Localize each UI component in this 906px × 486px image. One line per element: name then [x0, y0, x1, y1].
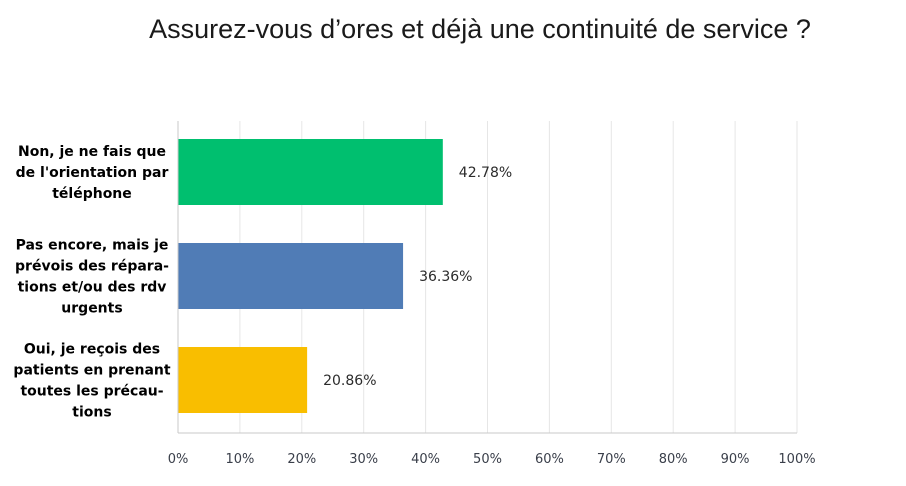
x-tick-label: 70%: [597, 452, 626, 467]
category-label-line: de l'orientation par: [16, 165, 169, 181]
bar: [178, 139, 443, 205]
bar: [178, 347, 308, 413]
category-label-line: tions et/ou des rdv: [18, 280, 167, 296]
category-label-line: Oui, je reçois des: [24, 342, 160, 358]
category-label-line: prévois des répara-: [15, 259, 169, 275]
axes: [177, 121, 797, 434]
bars: [178, 139, 443, 413]
category-label-line: tions: [72, 405, 111, 421]
x-tick-label: 60%: [535, 452, 564, 467]
x-tick-label: 40%: [411, 452, 440, 467]
category-label-line: toutes les précau-: [20, 384, 163, 400]
x-tick-label: 0%: [168, 452, 189, 467]
category-label-line: urgents: [61, 301, 122, 317]
data-label: 20.86%: [323, 373, 376, 389]
x-tick-label: 90%: [721, 452, 750, 467]
category-label: Oui, je reçois des patients en prenant tou…: [13, 342, 170, 421]
category-label-line: téléphone: [52, 186, 132, 202]
x-tick-label: 50%: [473, 452, 502, 467]
category-label-line: patients en prenant: [13, 363, 170, 379]
x-tick-label: 30%: [349, 452, 378, 467]
x-tick-label: 80%: [659, 452, 688, 467]
data-label: 36.36%: [419, 269, 472, 285]
category-label-line: Pas encore, mais je: [16, 238, 169, 254]
data-label: 42.78%: [459, 165, 512, 181]
category-label: Non, je ne fais que de l'orientation par t…: [16, 144, 169, 202]
x-tick-label: 10%: [225, 452, 254, 467]
bar: [178, 243, 404, 309]
category-label: Pas encore, mais je prévois des répara-ti…: [15, 238, 169, 317]
x-tick-label: 100%: [778, 452, 815, 467]
category-label-line: Non, je ne fais que: [18, 144, 166, 160]
chart-title: Assurez-vous d’ores et déjà une continui…: [149, 14, 811, 44]
labels: 0% 10% 20% 30% 40% 50% 60% 70% 80% 90% 100% 42.78% N…: [13, 144, 815, 467]
x-tick-label: 20%: [287, 452, 316, 467]
